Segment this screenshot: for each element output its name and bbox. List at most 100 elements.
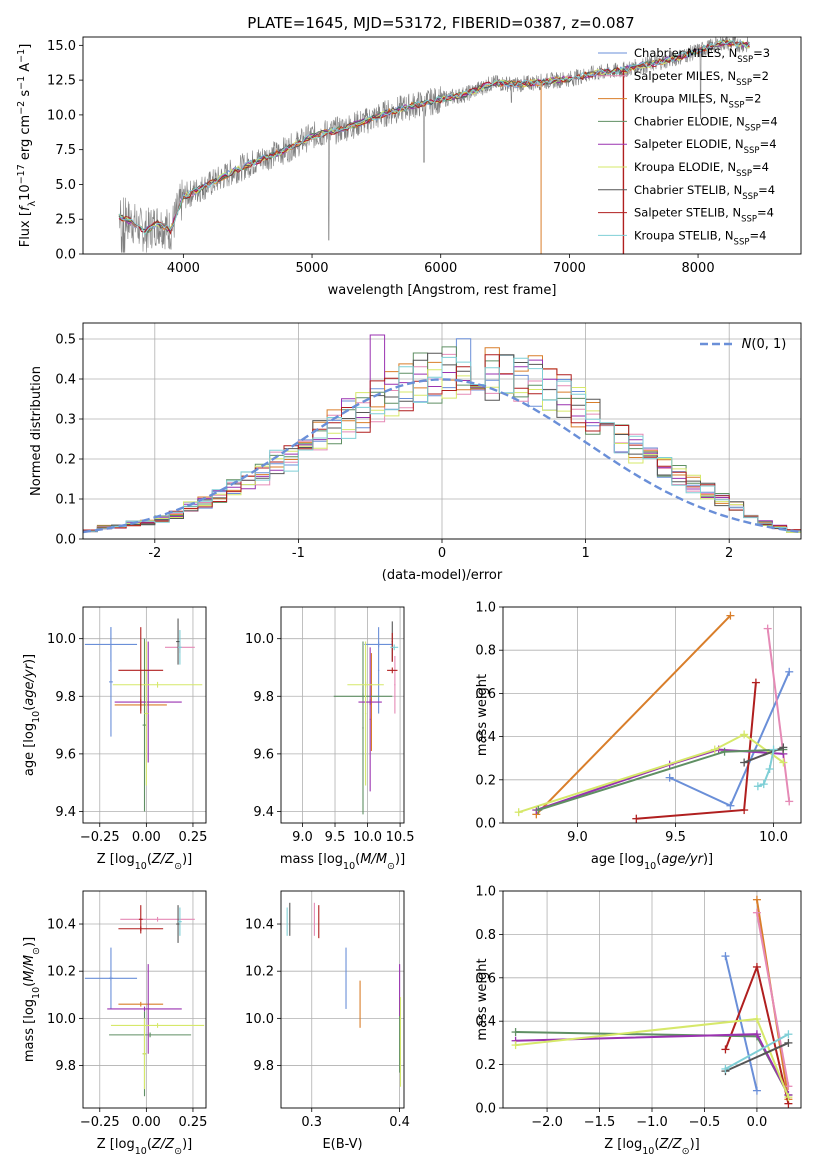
mass-vs-Z-ylabel-part: 10 bbox=[31, 987, 42, 999]
massweight-vs-age-xlabel-part: 10 bbox=[644, 861, 656, 872]
spectrum-ytick-label: 10.0 bbox=[47, 108, 76, 123]
massweight_vs_Z-ylabel: mass weight bbox=[475, 958, 490, 1040]
gaussian-curve bbox=[82, 378, 802, 534]
legend-entry: Kroupa STELIB, NSSP=4 bbox=[634, 228, 766, 247]
weight-series-line bbox=[766, 628, 791, 802]
massweight-vs-age-xlabel-part: age [ bbox=[591, 852, 624, 867]
age-vs-mass-xlabel-part: M/M bbox=[360, 852, 387, 867]
residuals-ytick-label: 0.1 bbox=[55, 493, 76, 508]
spectrum-data-line bbox=[118, 36, 750, 253]
age-vs-mass-xlabel-part: )] bbox=[395, 852, 405, 867]
massweight_vs_age-xtick-label: 9.0 bbox=[567, 830, 588, 845]
weight-series-line bbox=[755, 912, 790, 1087]
weight-series-line bbox=[724, 955, 758, 1091]
weight-series-line bbox=[725, 1033, 789, 1070]
age_vs_Z-ytick-label: 9.8 bbox=[55, 690, 76, 705]
massweight_vs_Z-xtick-label: −2.0 bbox=[531, 1115, 563, 1130]
legend-label: Salpeter STELIB, N bbox=[634, 206, 741, 220]
massweight_vs_Z-ytick-label: 0.0 bbox=[475, 1102, 496, 1117]
residuals-xtick-label: 0 bbox=[438, 546, 446, 561]
legend-entry: Chabrier MILES, NSSP=3 bbox=[634, 46, 770, 65]
spectrum-background bbox=[83, 37, 801, 254]
age-vs-mass-xlabel-part: 10 bbox=[343, 861, 355, 872]
mass-vs-Z-xlabel: Z [log10(Z/Z⊙)] bbox=[97, 1137, 192, 1157]
gaussian-legend-label-part: (0, 1) bbox=[751, 337, 786, 352]
spectrum-ytick-label: 2.5 bbox=[55, 213, 76, 228]
legend-label: Salpeter MILES, N bbox=[634, 69, 736, 83]
mass_vs_Z-xtick-label: 0.25 bbox=[178, 1115, 207, 1130]
spectrum-model-line bbox=[118, 39, 750, 236]
massweight_vs_Z-xtick-label: −1.5 bbox=[584, 1115, 616, 1130]
legend-entry: Salpeter ELODIE, NSSP=4 bbox=[634, 137, 777, 156]
legend-entry: Kroupa ELODIE, NSSP=4 bbox=[634, 160, 769, 179]
legend-sub: SSP bbox=[729, 101, 745, 111]
age_vs_mass-xtick-label: 10.5 bbox=[386, 830, 415, 845]
spectrum-ylabel-part: erg cm bbox=[18, 115, 33, 164]
gaussian-legend-label-part: N bbox=[742, 337, 752, 352]
age-vs-mass-xlabel-part: log bbox=[323, 852, 343, 867]
spectrum-ylabel-part: A bbox=[18, 63, 33, 76]
age-vs-Z-xlabel: Z [log10(Z/Z⊙)] bbox=[97, 852, 192, 872]
residuals-ytick-label: 0.4 bbox=[55, 373, 76, 388]
massweight-vs-Z-xlabel-part: Z/Z bbox=[658, 1137, 682, 1152]
legend-tail: =4 bbox=[752, 160, 769, 174]
mass_vs_ebv-ytick-label: 9.8 bbox=[253, 1059, 274, 1074]
mass-vs-Z-ylabel: mass [log10(M/M⊙)] bbox=[22, 937, 42, 1062]
age_vs_mass-background bbox=[281, 607, 404, 823]
weight-series-line bbox=[725, 1041, 789, 1073]
spectrum-xtick-label: 4000 bbox=[167, 261, 200, 276]
spectrum-ytick-label: 0.0 bbox=[55, 248, 76, 263]
age_vs_mass-ytick-label: 9.6 bbox=[253, 747, 274, 762]
massweight_vs_age-background bbox=[503, 607, 801, 823]
spectrum-ylabel-part: −2 bbox=[16, 101, 27, 115]
spectrum-ytick-label: 7.5 bbox=[55, 143, 76, 158]
legend-entry: Kroupa MILES, NSSP=2 bbox=[634, 92, 761, 111]
age-vs-Z-ylabel-part: )] bbox=[22, 654, 37, 664]
spectrum-panel: 4000 5000 6000 7000 8000 0.0 2.5 5.0 7.5 10.0 12.5… bbox=[16, 36, 802, 298]
massweight_vs_age-panel: 9.0 9.5 10.0 0.0 0.2 0.4 0.6 0.8 1.0 mass weight a… bbox=[475, 601, 802, 872]
massweight-vs-Z-xlabel-part: log bbox=[622, 1137, 642, 1152]
age-vs-mass-xlabel-part: ( bbox=[355, 852, 360, 867]
legend-label: Chabrier ELODIE, N bbox=[634, 114, 745, 128]
mass-vs-Z-ylabel-part: log bbox=[22, 999, 37, 1019]
spectrum-ylabel-part: −1 bbox=[16, 76, 27, 90]
legend-entry: Chabrier STELIB, NSSP=4 bbox=[634, 183, 775, 202]
mass_vs_ebv-ytick-label: 10.0 bbox=[245, 1012, 274, 1027]
spectrum-ylabel-part: f bbox=[18, 204, 33, 211]
age-vs-Z-ylabel-part: age/yr bbox=[22, 662, 37, 705]
mass-vs-Z-xlabel-part: log bbox=[115, 1137, 135, 1152]
legend-sub: SSP bbox=[736, 78, 752, 88]
residuals-xtick-label: -1 bbox=[292, 546, 305, 561]
legend-label: Kroupa ELODIE, N bbox=[634, 160, 736, 174]
spectrum-ytick-label: 15.0 bbox=[47, 39, 76, 54]
age-vs-Z-xlabel-part: log bbox=[115, 852, 135, 867]
massweight-vs-Z-xlabel: Z [log10(Z/Z⊙)] bbox=[604, 1137, 699, 1157]
legend-tail: =4 bbox=[758, 183, 775, 197]
residuals-ytick-label: 0.5 bbox=[55, 333, 76, 348]
age_vs_Z-ytick-label: 9.6 bbox=[55, 747, 76, 762]
residual-hist-line bbox=[83, 346, 801, 533]
legend-entry: Salpeter STELIB, NSSP=4 bbox=[634, 206, 774, 225]
spectrum-ytick-label: 5.0 bbox=[55, 178, 76, 193]
legend-tail: =4 bbox=[761, 114, 778, 128]
massweight-vs-age-xlabel-part: ( bbox=[656, 852, 661, 867]
massweight_vs_age-xtick-label: 9.5 bbox=[665, 830, 686, 845]
spectrum-frame bbox=[82, 36, 802, 255]
legend-label: Chabrier STELIB, N bbox=[634, 183, 742, 197]
age-vs-Z-ylabel-part: ( bbox=[22, 706, 37, 711]
mass_vs_ebv-ytick-label: 10.4 bbox=[245, 918, 274, 933]
mass-vs-Z-xlabel-part: Z/Z bbox=[151, 1137, 175, 1152]
legend-tail: =2 bbox=[752, 69, 769, 83]
residuals-xtick-label: 2 bbox=[725, 546, 733, 561]
mass-vs-Z-xlabel-part: ( bbox=[147, 1137, 152, 1152]
massweight_vs_age-ylabel: mass weight bbox=[475, 674, 490, 756]
age-vs-Z-xlabel-part: Z/Z bbox=[151, 852, 175, 867]
legend-sub: SSP bbox=[737, 55, 753, 65]
massweight_vs_age-plot-area bbox=[514, 611, 794, 823]
mass_vs_Z-frame bbox=[82, 890, 207, 1109]
legend-sub: SSP bbox=[741, 215, 757, 225]
mass-vs-Z-xlabel-part: )] bbox=[182, 1137, 192, 1152]
mass_vs_ebv-xtick-label: 0.4 bbox=[389, 1115, 410, 1130]
legend-tail: =4 bbox=[760, 137, 777, 151]
